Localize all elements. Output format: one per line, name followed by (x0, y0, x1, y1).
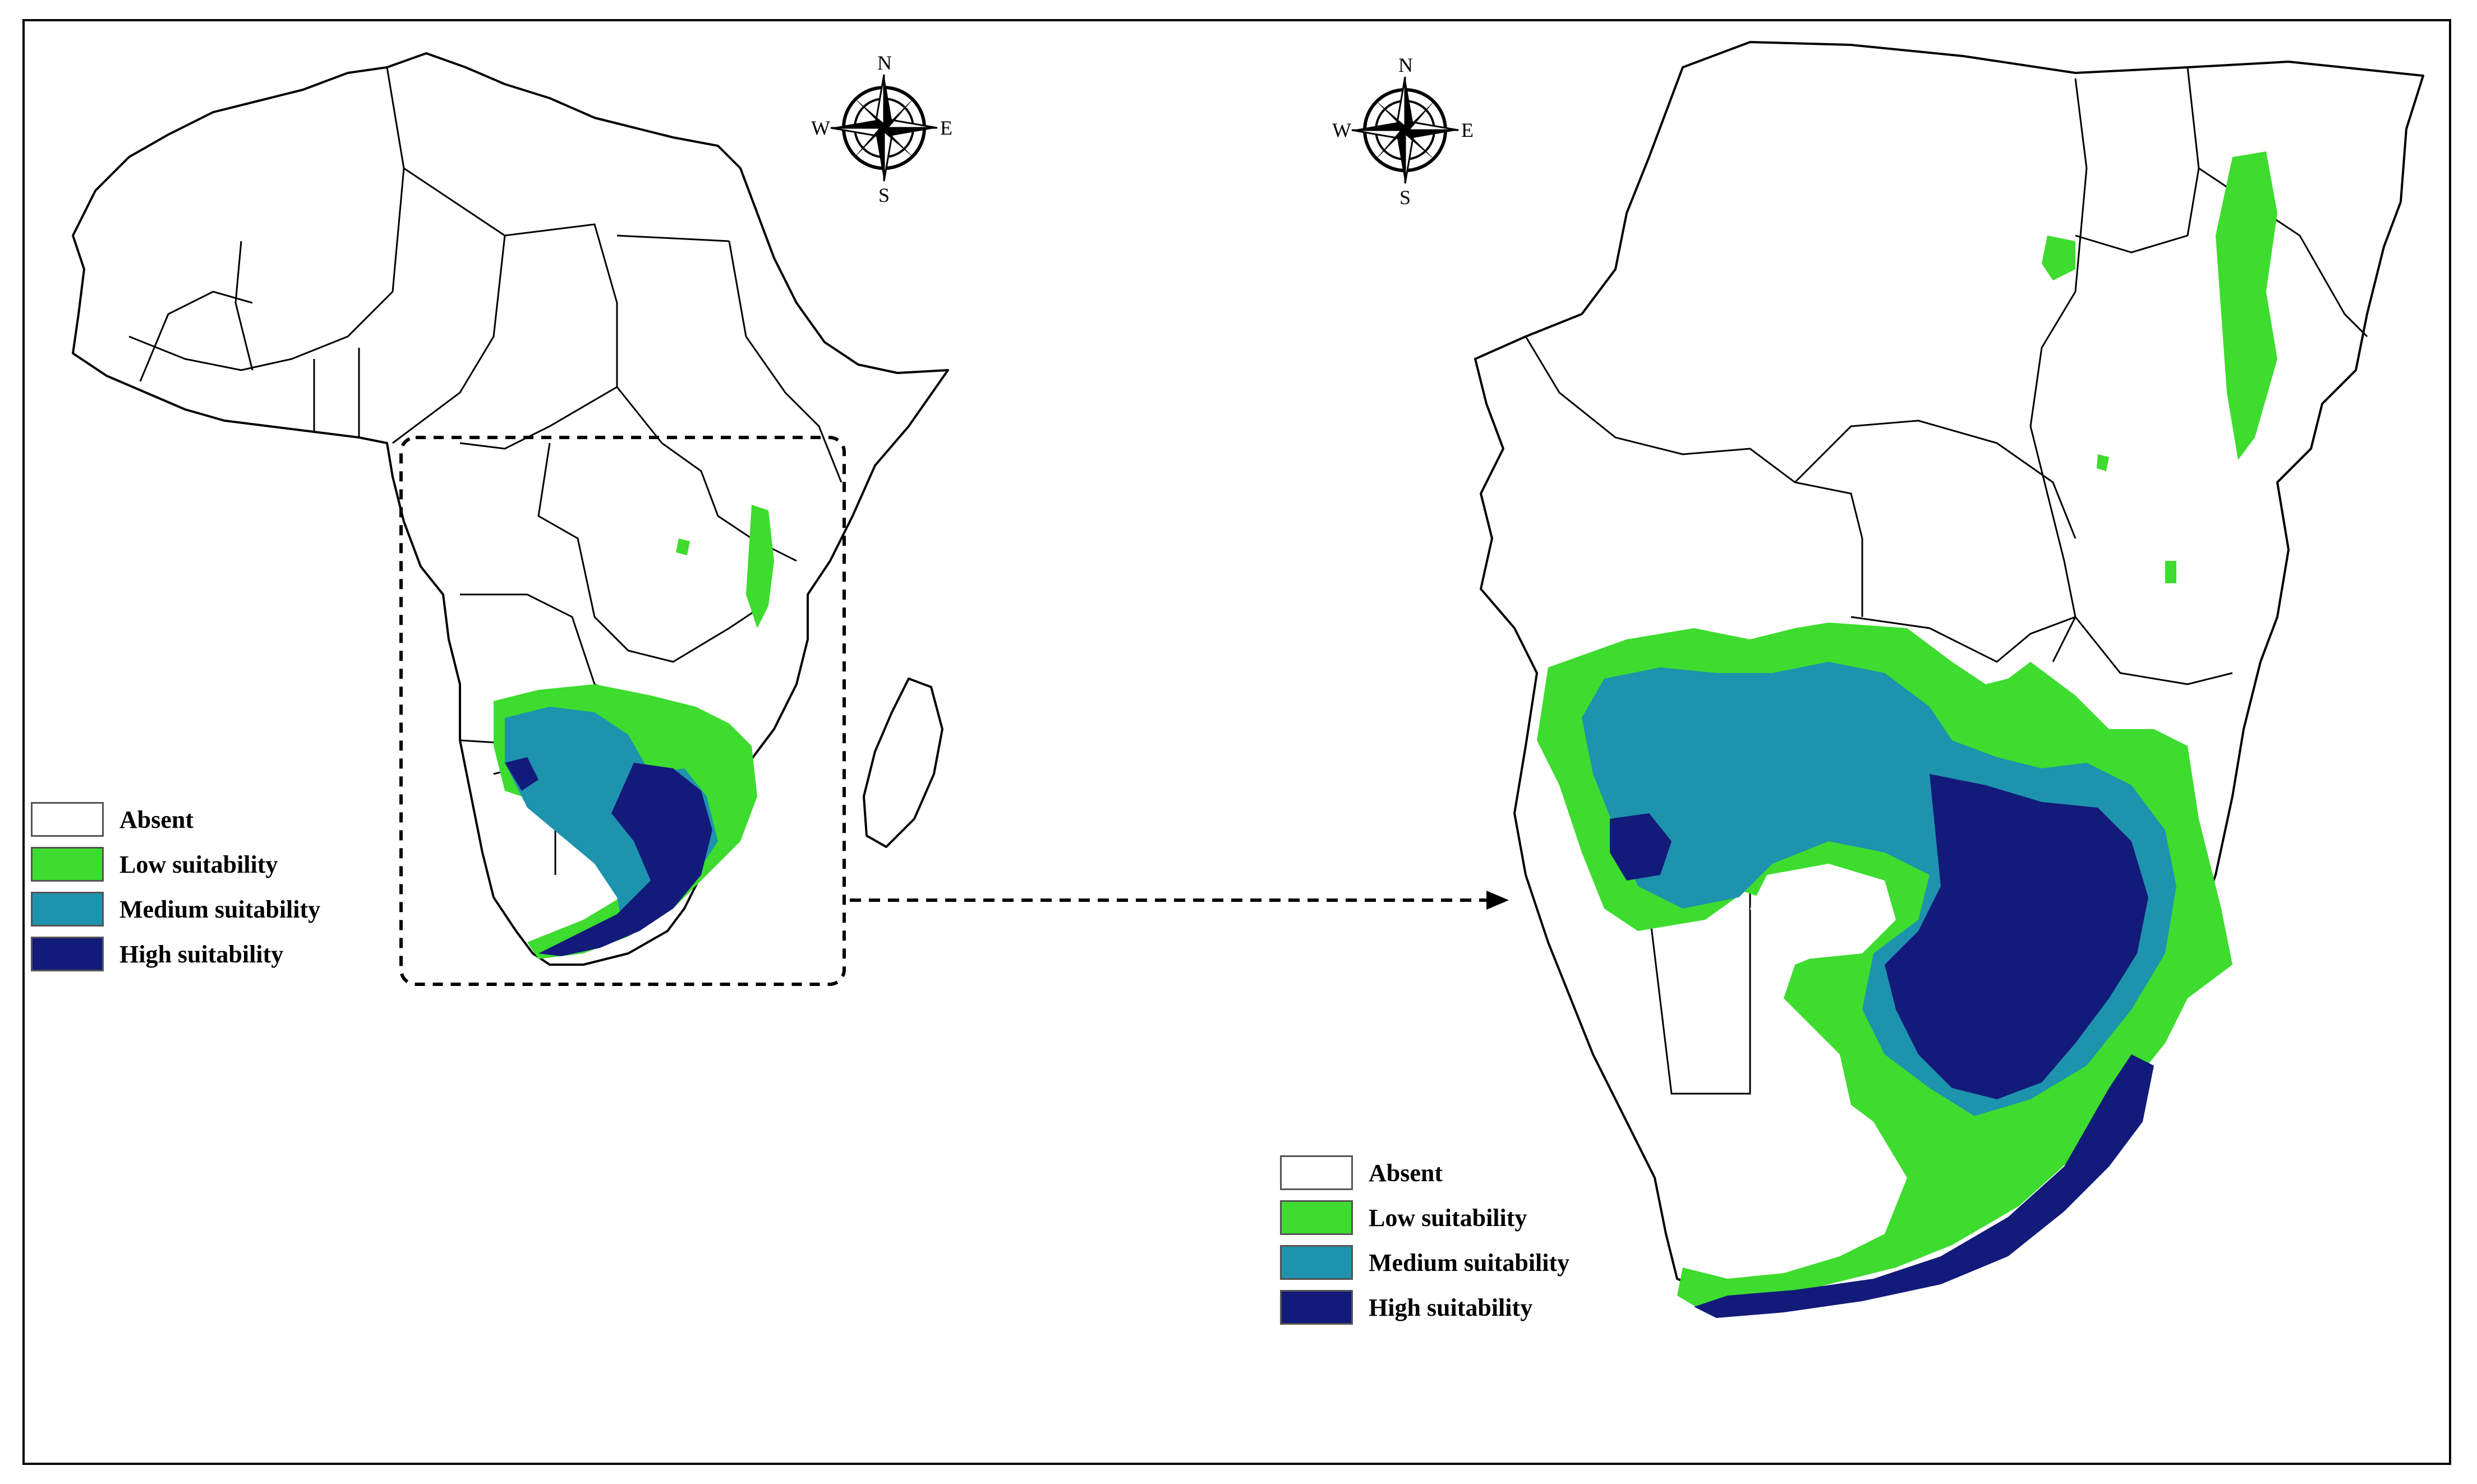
legend-item-medium: Medium suitability (1280, 1244, 1569, 1281)
zoom-region-box (399, 436, 846, 986)
compass-right-s: S (1399, 186, 1411, 209)
zoom-absent-gap (1750, 864, 1896, 959)
compass-rose-right: N S E W (1332, 54, 1474, 209)
africa-continent-outline (72, 52, 949, 966)
legend-swatch-absent (31, 802, 104, 837)
legend-item-absent: Absent (31, 801, 194, 838)
zoom-suitability-zones (1537, 151, 2277, 1318)
legend-label-high: High suitability (1369, 1293, 1533, 1321)
legend-label-absent: Absent (1369, 1159, 1443, 1187)
compass-left-w: W (811, 117, 830, 139)
legend-item-high: High suitability (1280, 1289, 1532, 1326)
legend-swatch-medium (1280, 1245, 1353, 1280)
legend-item-high: High suitability (31, 935, 283, 973)
legend-swatch-high (1280, 1290, 1353, 1325)
legend-item-absent: Absent (1280, 1154, 1443, 1191)
madagascar-outline (863, 678, 943, 848)
legend-item-medium: Medium suitability (31, 891, 320, 928)
legend-swatch-medium (31, 892, 104, 927)
zoom-arrow-head (1486, 891, 1509, 910)
legend-swatch-absent (1280, 1155, 1353, 1190)
overview-high-zone-west (505, 757, 538, 791)
zoom-high-zone-coast (1694, 1054, 2154, 1318)
zoom-high-zone-main (1885, 774, 2148, 1099)
legend-item-low: Low suitability (1280, 1199, 1527, 1236)
overview-suitability-zones (494, 505, 774, 959)
compass-left-n: N (877, 52, 892, 74)
compass-right-n: N (1398, 54, 1413, 76)
overview-high-zone (538, 763, 712, 956)
compass-right-w: W (1332, 119, 1351, 141)
legend-swatch-low (31, 847, 104, 882)
legend-swatch-high (31, 937, 104, 971)
legend-label-medium: Medium suitability (1369, 1248, 1570, 1276)
compass-right-e: E (1461, 119, 1474, 141)
zoom-low-east-patches (2042, 151, 2277, 583)
legend-label-high: High suitability (119, 940, 284, 968)
africa-overview-map (72, 52, 949, 966)
zoom-high-zone-west (1610, 813, 1672, 881)
compass-left-e: E (940, 117, 952, 139)
legend-label-absent: Absent (119, 805, 194, 833)
legend-item-low: Low suitability (31, 846, 278, 883)
legend-label-low: Low suitability (119, 850, 278, 878)
figure-frame (22, 19, 2451, 1465)
compass-rose-left: N S E W (811, 52, 952, 206)
legend-swatch-low (1280, 1200, 1353, 1235)
legend-label-medium: Medium suitability (119, 895, 321, 923)
legend-label-low: Low suitability (1369, 1204, 1527, 1232)
compass-left-s: S (878, 184, 890, 206)
overview-low-east-patches (676, 505, 774, 628)
